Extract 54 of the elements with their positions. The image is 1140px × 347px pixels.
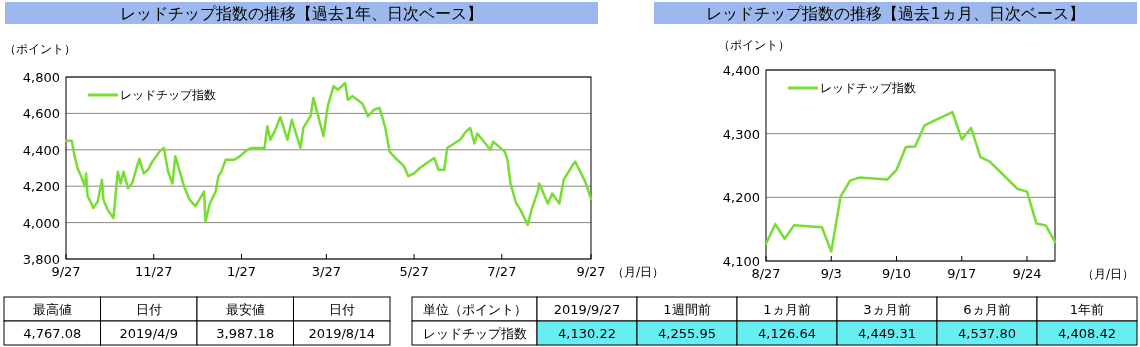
y-axis-title: （ポイント） [718,38,790,52]
text: 4,767.08 [23,326,82,341]
x-tick-label: 7/27 [487,264,517,279]
x-tick-label: 9/27 [576,264,606,279]
text: 単位（ポイント） [422,302,527,317]
x-tick-label: 9/17 [947,266,977,281]
y-tick-label: 4,400 [722,63,760,78]
y-tick-label: 4,400 [22,142,60,158]
text: 1週間前 [663,302,711,317]
y-tick-label: 3,800 [22,252,60,267]
y-tick-label: 4,800 [22,70,60,85]
chart-title: レッドチップ指数の推移【過去1ヵ月、日次ベース】 [706,4,1085,23]
text: 1年前 [1069,302,1105,317]
text: 2019/8/14 [308,326,376,341]
text: 4,449.31 [858,326,916,341]
y-axis-title: （ポイント） [4,42,76,56]
text: 3,987.18 [216,326,275,341]
text: 1ヵ月前 [763,302,811,317]
x-tick-label: 9/27 [51,264,81,279]
x-tick-label: 8/27 [751,266,781,281]
x-tick-label: 11/27 [135,264,173,279]
text: 最安値 [225,302,265,317]
line-series [64,81,593,227]
y-tick-label: 4,100 [722,254,760,269]
text: 4,126.64 [758,326,816,341]
line-series [764,110,1057,253]
text: 最高値 [32,302,72,317]
y-tick-label: 4,200 [722,190,760,206]
x-axis-title: （月/日） [1082,267,1135,281]
chart-title: レッドチップ指数の推移【過去1年、日次ベース】 [120,4,483,23]
x-tick-label: 5/27 [399,264,429,279]
x-tick-label: 9/3 [820,266,842,281]
text: 4,130.22 [558,326,616,341]
text: 4,537.80 [958,326,1016,341]
text: 2019/4/9 [119,326,178,341]
text: 2019/9/27 [553,302,621,317]
x-axis-title: （月/日） [612,265,665,279]
y-tick-label: 4,000 [22,215,60,231]
text: 6ヵ月前 [963,302,1011,317]
x-tick-label: 3/27 [311,264,341,279]
text: 4,408.42 [1058,326,1116,341]
text: 日付 [135,302,162,317]
text: 4,255.95 [658,326,716,341]
y-tick-label: 4,200 [22,179,60,195]
x-tick-label: 9/24 [1012,266,1042,281]
x-tick-label: 1/27 [226,264,257,279]
x-tick-label: 9/10 [881,266,912,281]
y-tick-label: 4,600 [22,106,60,122]
legend-label: レッドチップ指数 [120,88,216,102]
text: 日付 [328,302,355,317]
text: レッドチップ指数 [422,326,527,341]
legend-label: レッドチップ指数 [820,81,916,95]
y-tick-label: 4,300 [722,126,760,142]
text: 3ヵ月前 [863,302,911,317]
